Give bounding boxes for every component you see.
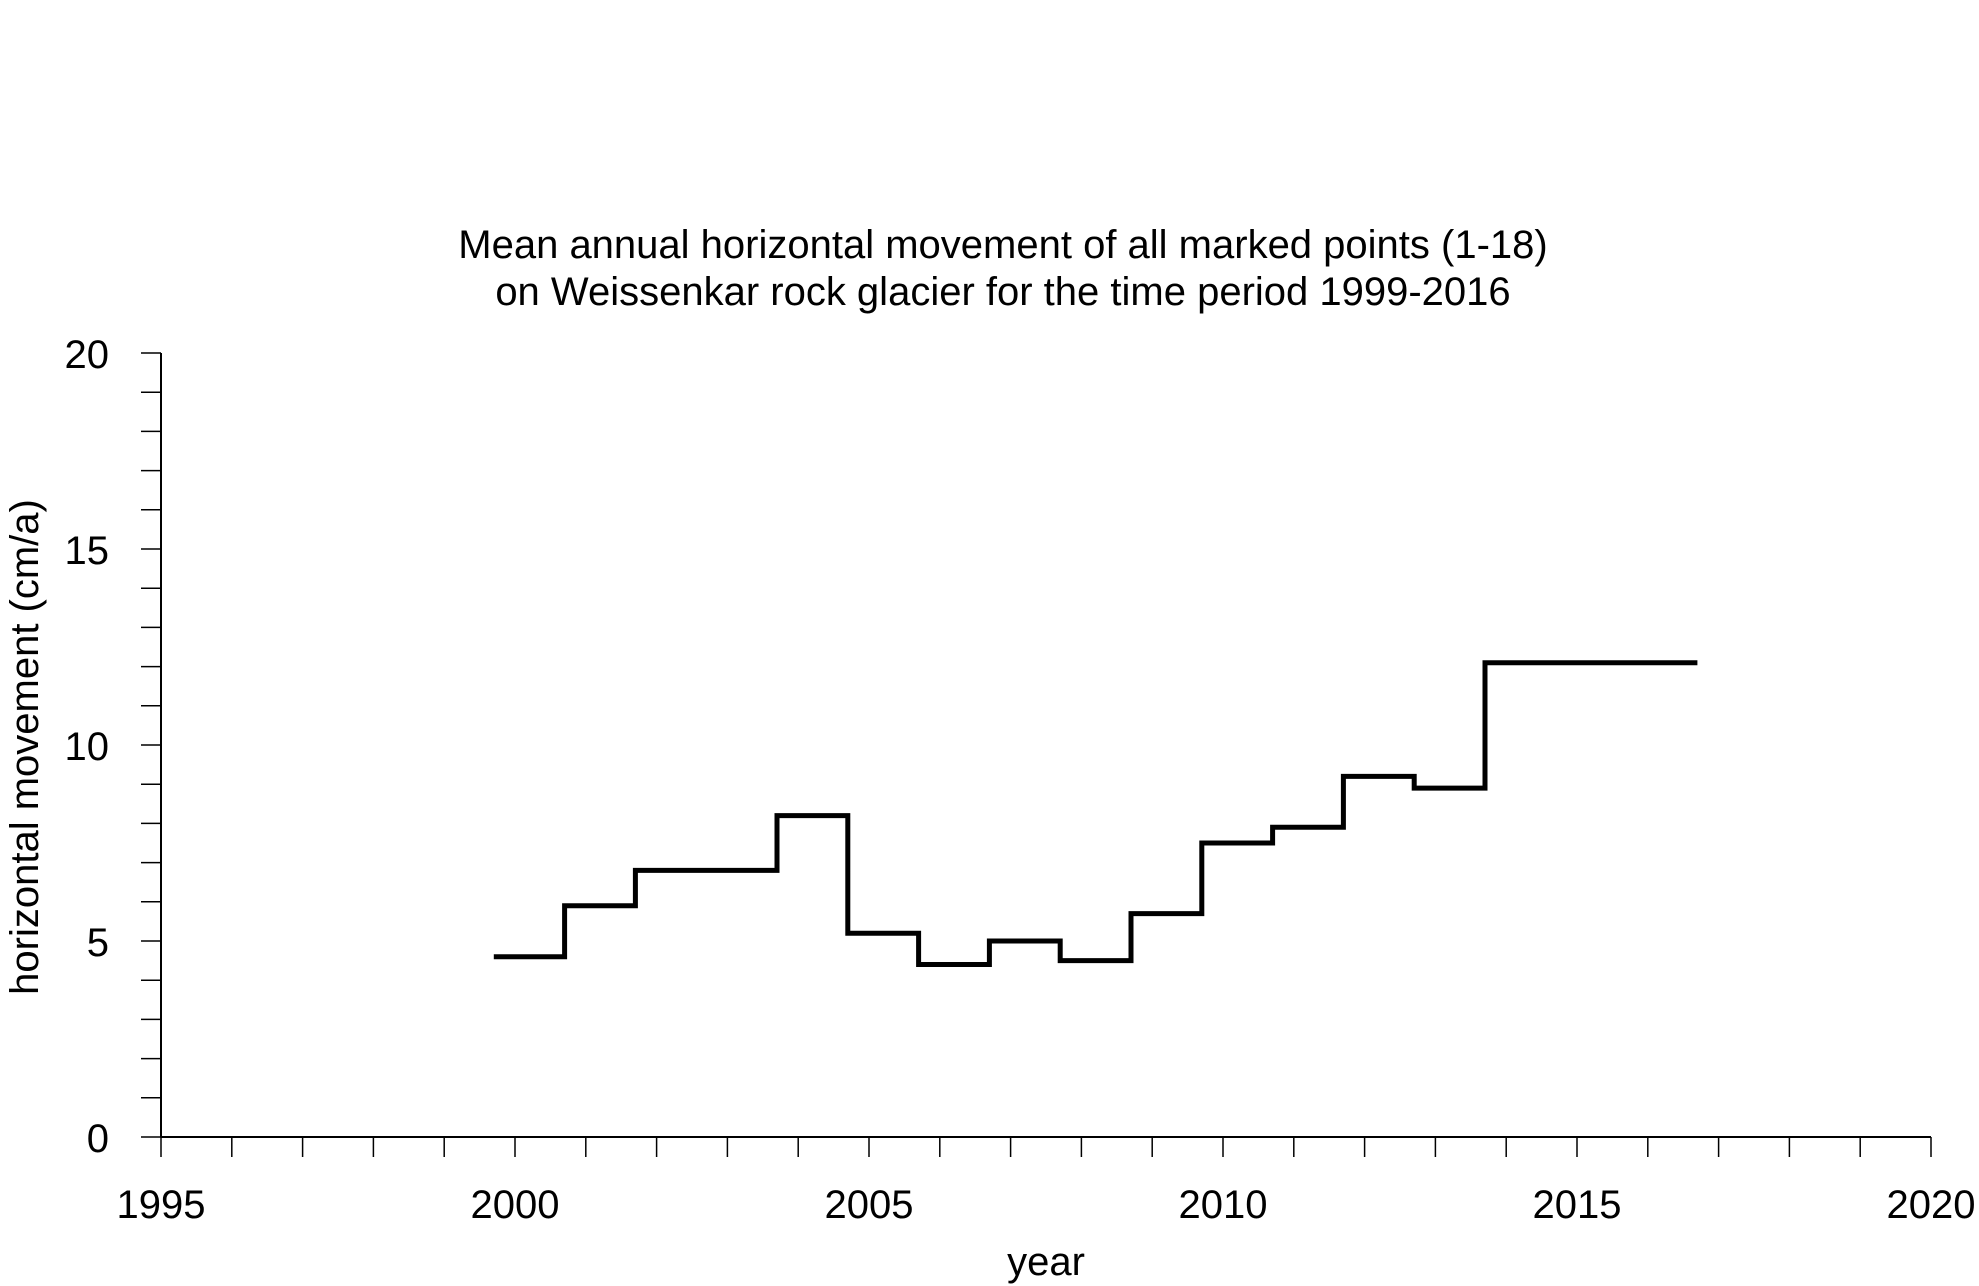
series-line-0 [493,660,1698,967]
y-tick-label-20: 20 [65,333,110,377]
y-tick-label-0: 0 [87,1117,109,1161]
y-axis-ticks: 0 5 10 15 20 [65,333,161,1161]
y-tick-label-15: 15 [65,529,110,573]
x-axis-ticks: 1995 2000 2005 2010 2015 2020 [117,1137,1976,1227]
y-tick-label-10: 10 [65,725,110,769]
chart-title: Mean annual horizontal movement of all m… [458,223,1547,267]
axes [160,353,1931,1138]
x-tick-label-2010: 2010 [1179,1183,1268,1227]
y-axis-label: horizontal movement (cm/a) [3,499,47,995]
chart-subtitle: on Weissenkar rock glacier for the time … [495,270,1510,314]
x-tick-label-1995: 1995 [117,1183,206,1227]
x-tick-label-2000: 2000 [471,1183,560,1227]
x-axis-label: year [1007,1240,1085,1284]
series-group [493,660,1698,967]
x-tick-label-2015: 2015 [1533,1183,1622,1227]
x-tick-label-2005: 2005 [825,1183,914,1227]
x-tick-label-2020: 2020 [1887,1183,1976,1227]
y-tick-label-5: 5 [87,921,109,965]
